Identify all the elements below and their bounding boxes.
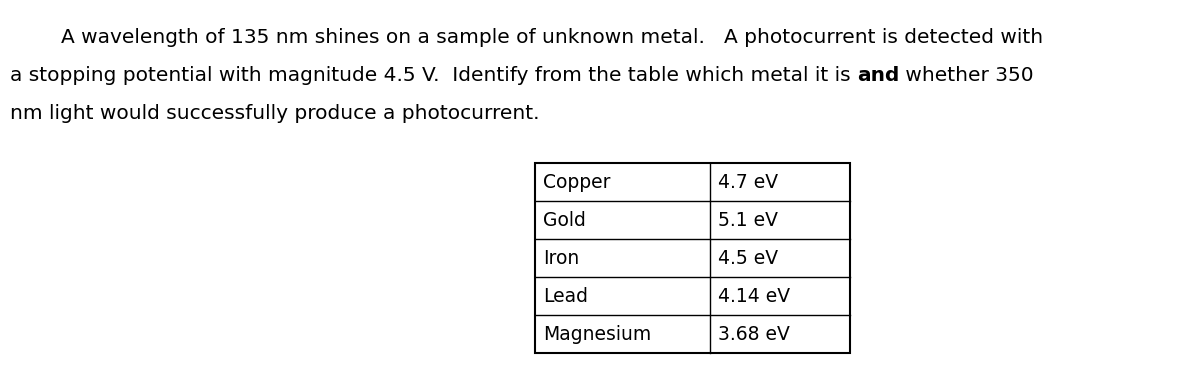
Text: a stopping potential with magnitude 4.5 V.  Identify from the table which metal : a stopping potential with magnitude 4.5 … [10,66,857,85]
Text: 4.7 eV: 4.7 eV [718,173,778,192]
Text: 4.5 eV: 4.5 eV [718,249,778,268]
Text: Gold: Gold [542,211,586,230]
Text: A wavelength of 135 nm shines on a sample of unknown metal.   A photocurrent is : A wavelength of 135 nm shines on a sampl… [10,28,1043,47]
Text: whether 350: whether 350 [899,66,1034,85]
Text: nm light would successfully produce a photocurrent.: nm light would successfully produce a ph… [10,104,540,123]
Bar [535,163,850,353]
Text: 5.1 eV: 5.1 eV [718,211,778,230]
Text: Iron: Iron [542,249,580,268]
Text: Copper: Copper [542,173,611,192]
Text: Lead: Lead [542,287,588,306]
Text: 4.14 eV: 4.14 eV [718,287,790,306]
Text: and: and [857,66,899,85]
Text: 3.68 eV: 3.68 eV [718,325,790,344]
Text: Magnesium: Magnesium [542,325,652,344]
